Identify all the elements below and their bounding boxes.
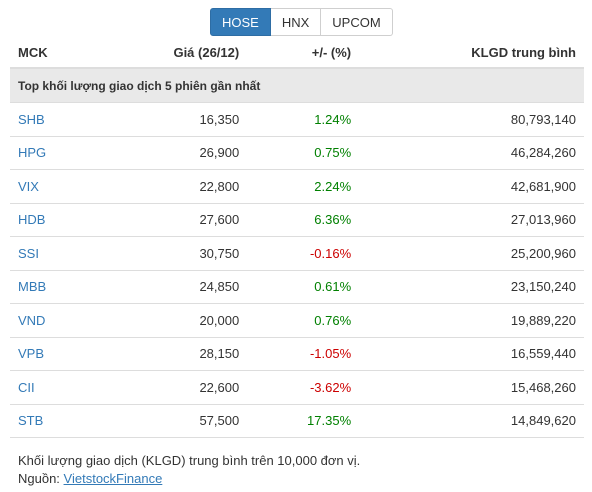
cell-change: 0.76% bbox=[247, 303, 360, 337]
cell-volume: 15,468,260 bbox=[359, 370, 584, 404]
cell-change: -0.16% bbox=[247, 236, 360, 270]
cell-symbol: MBB bbox=[10, 269, 95, 304]
table-row: VND 20,000 0.76% 19,889,220 bbox=[10, 303, 584, 337]
cell-symbol: HPG bbox=[10, 135, 95, 170]
cell-volume: 25,200,960 bbox=[359, 236, 584, 270]
symbol-link[interactable]: HPG bbox=[18, 145, 47, 161]
tab-hnx[interactable]: HNX bbox=[270, 8, 322, 36]
top-volume-table: MCK Giá (26/12) +/- (%) KLGD trung bình … bbox=[10, 38, 584, 438]
cell-volume: 19,889,220 bbox=[359, 303, 584, 337]
cell-price: 27,600 bbox=[94, 202, 248, 237]
table-row: VIX 22,800 2.24% 42,681,900 bbox=[10, 169, 584, 203]
cell-change: 0.75% bbox=[247, 135, 360, 170]
cell-change: 1.24% bbox=[247, 102, 360, 136]
table-row: HPG 26,900 0.75% 46,284,260 bbox=[10, 135, 584, 170]
cell-price: 30,750 bbox=[94, 236, 248, 270]
cell-symbol: CII bbox=[10, 370, 95, 404]
source-link[interactable]: VietstockFinance bbox=[63, 471, 163, 486]
table-row: VPB 28,150 -1.05% 16,559,440 bbox=[10, 336, 584, 371]
cell-change: 0.61% bbox=[247, 269, 360, 304]
footer-note: Khối lượng giao dịch (KLGD) trung bình t… bbox=[18, 453, 361, 468]
cell-symbol: SHB bbox=[10, 102, 95, 136]
cell-symbol: HDB bbox=[10, 202, 95, 237]
cell-price: 24,850 bbox=[94, 269, 248, 304]
symbol-link[interactable]: HDB bbox=[18, 212, 46, 228]
cell-volume: 16,559,440 bbox=[359, 336, 584, 371]
header-symbol: MCK bbox=[10, 38, 95, 69]
cell-price: 22,600 bbox=[94, 370, 248, 404]
header-change: +/- (%) bbox=[247, 38, 360, 69]
symbol-link[interactable]: SHB bbox=[18, 111, 45, 127]
cell-symbol: VPB bbox=[10, 336, 95, 371]
symbol-link[interactable]: MBB bbox=[18, 279, 47, 295]
symbol-link[interactable]: VPB bbox=[18, 346, 45, 362]
header-price: Giá (26/12) bbox=[94, 38, 248, 69]
cell-price: 26,900 bbox=[94, 135, 248, 170]
footer-source: Nguồn: VietstockFinance bbox=[18, 470, 360, 488]
table-row: STB 57,500 17.35% 14,849,620 bbox=[10, 403, 584, 438]
cell-volume: 14,849,620 bbox=[359, 403, 584, 438]
cell-volume: 42,681,900 bbox=[359, 169, 584, 203]
footer: Khối lượng giao dịch (KLGD) trung bình t… bbox=[18, 452, 360, 488]
table-row: HDB 27,600 6.36% 27,013,960 bbox=[10, 202, 584, 237]
table-row: MBB 24,850 0.61% 23,150,240 bbox=[10, 269, 584, 304]
cell-symbol: VIX bbox=[10, 169, 95, 203]
group-title: Top khối lượng giao dịch 5 phiên gần nhấ… bbox=[10, 68, 584, 103]
cell-price: 16,350 bbox=[94, 102, 248, 136]
cell-price: 20,000 bbox=[94, 303, 248, 337]
cell-change: 17.35% bbox=[247, 403, 360, 438]
cell-volume: 27,013,960 bbox=[359, 202, 584, 237]
cell-price: 57,500 bbox=[94, 403, 248, 438]
cell-change: -3.62% bbox=[247, 370, 360, 404]
cell-symbol: VND bbox=[10, 303, 95, 337]
tab-hose[interactable]: HOSE bbox=[210, 8, 271, 36]
table-row: CII 22,600 -3.62% 15,468,260 bbox=[10, 370, 584, 404]
cell-price: 22,800 bbox=[94, 169, 248, 203]
table-row: SSI 30,750 -0.16% 25,200,960 bbox=[10, 236, 584, 270]
cell-price: 28,150 bbox=[94, 336, 248, 371]
cell-symbol: SSI bbox=[10, 236, 95, 270]
cell-change: -1.05% bbox=[247, 336, 360, 371]
group-row: Top khối lượng giao dịch 5 phiên gần nhấ… bbox=[10, 68, 584, 103]
source-label: Nguồn: bbox=[18, 471, 64, 486]
cell-change: 2.24% bbox=[247, 169, 360, 203]
cell-volume: 46,284,260 bbox=[359, 135, 584, 170]
symbol-link[interactable]: SSI bbox=[18, 245, 39, 261]
tab-upcom[interactable]: UPCOM bbox=[321, 8, 393, 36]
symbol-link[interactable]: VND bbox=[18, 312, 46, 328]
header-volume: KLGD trung bình bbox=[359, 38, 584, 69]
symbol-link[interactable]: VIX bbox=[18, 178, 39, 194]
symbol-link[interactable]: STB bbox=[18, 413, 44, 429]
table-row: SHB 16,350 1.24% 80,793,140 bbox=[10, 102, 584, 136]
cell-change: 6.36% bbox=[247, 202, 360, 237]
exchange-tabs: HOSE HNX UPCOM bbox=[210, 8, 393, 36]
cell-symbol: STB bbox=[10, 403, 95, 438]
symbol-link[interactable]: CII bbox=[18, 379, 35, 395]
table-header-row: MCK Giá (26/12) +/- (%) KLGD trung bình bbox=[10, 38, 584, 69]
cell-volume: 80,793,140 bbox=[359, 102, 584, 136]
cell-volume: 23,150,240 bbox=[359, 269, 584, 304]
